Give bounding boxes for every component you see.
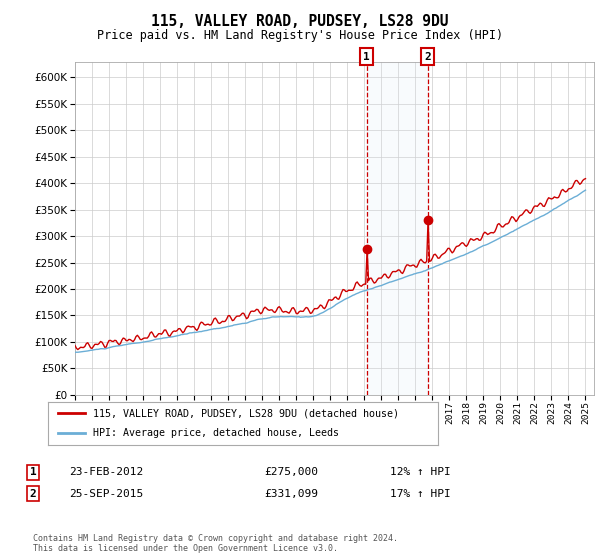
Text: £275,000: £275,000 (264, 467, 318, 477)
Text: 2: 2 (424, 52, 431, 62)
Text: 115, VALLEY ROAD, PUDSEY, LS28 9DU: 115, VALLEY ROAD, PUDSEY, LS28 9DU (151, 14, 449, 29)
Text: 17% ↑ HPI: 17% ↑ HPI (390, 489, 451, 499)
Text: 1: 1 (29, 467, 37, 477)
Bar (367, 62, 428, 395)
Text: Price paid vs. HM Land Registry's House Price Index (HPI): Price paid vs. HM Land Registry's House … (97, 29, 503, 42)
Text: 1: 1 (363, 52, 370, 62)
Text: 2: 2 (29, 489, 37, 499)
Text: 12% ↑ HPI: 12% ↑ HPI (390, 467, 451, 477)
Text: HPI: Average price, detached house, Leeds: HPI: Average price, detached house, Leed… (93, 428, 339, 438)
Text: Contains HM Land Registry data © Crown copyright and database right 2024.
This d: Contains HM Land Registry data © Crown c… (33, 534, 398, 553)
Text: 115, VALLEY ROAD, PUDSEY, LS28 9DU (detached house): 115, VALLEY ROAD, PUDSEY, LS28 9DU (deta… (93, 408, 399, 418)
Text: £331,099: £331,099 (264, 489, 318, 499)
Text: 25-SEP-2015: 25-SEP-2015 (69, 489, 143, 499)
Text: 23-FEB-2012: 23-FEB-2012 (69, 467, 143, 477)
